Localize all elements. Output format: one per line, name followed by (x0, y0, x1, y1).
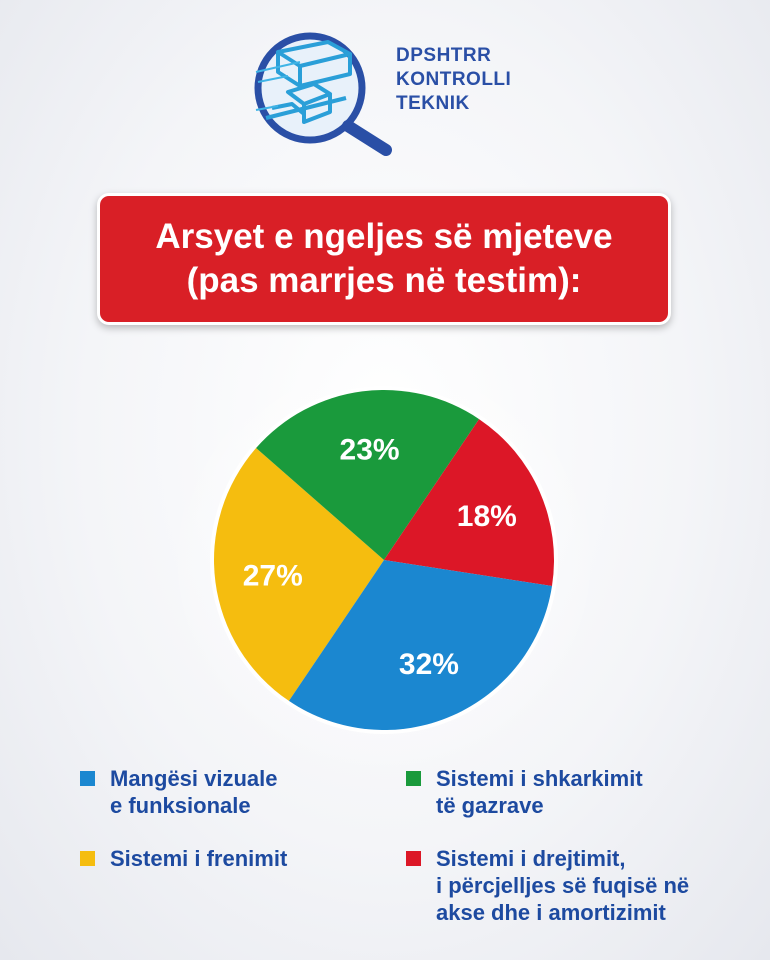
slice-label: 32% (399, 648, 459, 681)
legend-swatch (80, 771, 95, 786)
magnifier-blocks-icon (254, 32, 392, 156)
pie-slice (256, 390, 480, 560)
legend-label: Sistemi i frenimit (110, 846, 288, 871)
pie-slice (384, 419, 554, 587)
legend-label: Mangësi vizuale e funksionale (110, 766, 278, 818)
slice-label: 23% (340, 434, 400, 467)
pie-slice (288, 560, 552, 731)
title-line-2: (pas marrjes në testim): (186, 261, 582, 300)
legend-swatch (406, 771, 421, 786)
legend-label: Sistemi i drejtimit, i përcjelljes së fu… (436, 846, 690, 925)
legend-swatch (406, 851, 421, 866)
legend-label: Sistemi i shkarkimit të gazrave (436, 766, 643, 818)
logo-line-1: DPSHTRR (396, 45, 492, 66)
title-line-1: Arsyet e ngeljes së mjeteve (155, 217, 613, 256)
slice-label: 27% (243, 559, 303, 592)
logo-text: DPSHTRR KONTROLLI TEKNIK (396, 44, 511, 116)
logo-line-2: KONTROLLI (396, 69, 512, 90)
slice-label: 18% (457, 500, 517, 533)
logo: DPSHTRR KONTROLLI TEKNIK (248, 22, 548, 157)
title-banner: Arsyet e ngeljes së mjeteve (pas marrjes… (100, 196, 668, 322)
legend-swatch (80, 851, 95, 866)
logo-line-3: TEKNIK (396, 93, 470, 114)
pie-slice (213, 448, 384, 701)
